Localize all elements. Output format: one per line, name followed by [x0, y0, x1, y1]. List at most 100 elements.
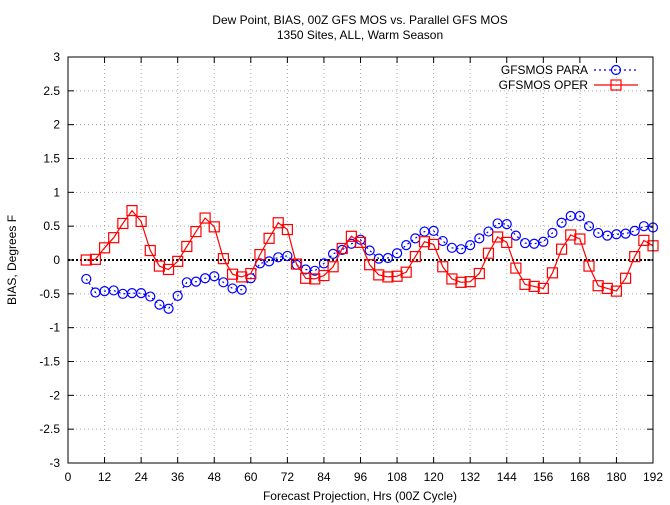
data-point-gfsmos-oper: [126, 205, 138, 217]
data-point-gfsmos-oper: [382, 271, 394, 283]
x-axis-label: Forecast Projection, Hrs (00Z Cycle): [263, 489, 457, 503]
data-point-gfsmos-oper: [162, 263, 175, 276]
data-point-gfsmos-oper: [144, 244, 156, 257]
chart-subtitle: 1350 Sites, ALL, Warm Season: [277, 28, 443, 42]
data-point-gfsmos-para: [492, 218, 503, 229]
data-point-gfsmos-para: [583, 221, 595, 232]
y-tick-label: -2.5: [39, 422, 60, 436]
data-point-gfsmos-oper: [501, 236, 513, 249]
x-tick-labels: 0 12 24 36 48 60 72 84 96 108 120 132 144 156 168 180 19…: [65, 470, 664, 484]
series-group: [80, 205, 659, 314]
data-point-gfsmos-oper: [89, 253, 102, 265]
y-tick-label: -1.5: [39, 355, 60, 369]
plot-frame: [67, 56, 654, 464]
data-point-gfsmos-oper: [555, 243, 568, 255]
data-point-gfsmos-para: [172, 290, 183, 301]
x-tick-label: 96: [354, 470, 368, 484]
data-point-gfsmos-oper: [354, 236, 367, 249]
x-tick-label: 12: [98, 470, 112, 484]
data-point-gfsmos-para: [108, 285, 119, 296]
data-point-gfsmos-oper: [226, 268, 239, 280]
data-point-gfsmos-para: [218, 277, 229, 288]
data-point-gfsmos-para: [136, 288, 147, 299]
data-point-gfsmos-para: [382, 252, 394, 264]
legend: GFSMOS PARA GFSMOS OPER: [499, 63, 638, 92]
data-point-gfsmos-oper: [181, 240, 193, 253]
data-point-gfsmos-oper: [135, 215, 147, 228]
data-point-gfsmos-oper: [455, 276, 467, 288]
data-point-gfsmos-oper: [318, 269, 330, 282]
series-line-gfsmos-oper: [86, 209, 654, 292]
data-point-gfsmos-oper: [217, 253, 229, 265]
data-point-gfsmos-para: [483, 226, 494, 237]
data-point-gfsmos-oper: [409, 251, 421, 263]
data-point-gfsmos-para: [437, 235, 448, 247]
data-point-gfsmos-para: [474, 233, 485, 244]
x-tick-label: 156: [533, 470, 553, 484]
data-point-gfsmos-oper: [281, 223, 293, 236]
data-point-gfsmos-para: [190, 276, 202, 287]
data-point-gfsmos-oper: [80, 254, 92, 266]
data-point-gfsmos-para: [593, 227, 604, 239]
data-point-gfsmos-oper: [208, 221, 220, 233]
data-point-gfsmos-oper: [98, 242, 111, 254]
chart-title: Dew Point, BIAS, 00Z GFS MOS vs. Paralle…: [212, 13, 507, 27]
legend-marker-gfsmos-para: [610, 64, 622, 76]
x-tick-label: 192: [643, 470, 663, 484]
data-point-gfsmos-oper: [373, 269, 385, 281]
y-tick-label: -3: [49, 456, 60, 470]
data-point-gfsmos-oper: [272, 217, 284, 229]
data-point-gfsmos-oper: [236, 271, 248, 283]
y-axis-label: BIAS, Degrees F: [5, 215, 19, 305]
data-point-gfsmos-para: [391, 248, 403, 259]
data-point-gfsmos-oper: [336, 242, 348, 255]
data-point-gfsmos-para: [163, 303, 174, 314]
data-point-gfsmos-oper: [537, 282, 549, 295]
data-point-gfsmos-oper: [153, 260, 166, 272]
data-point-gfsmos-para: [236, 284, 247, 295]
data-point-gfsmos-para: [620, 228, 631, 239]
y-tick-label: -1: [49, 321, 60, 335]
y-tick-label: 1: [53, 185, 60, 199]
data-point-gfsmos-oper: [199, 212, 211, 224]
data-point-gfsmos-para: [556, 217, 567, 228]
data-point-gfsmos-para: [574, 210, 585, 222]
data-point-gfsmos-oper: [574, 233, 586, 245]
x-tick-label: 108: [387, 470, 407, 484]
x-tick-label: 132: [460, 470, 480, 484]
data-point-gfsmos-oper: [172, 255, 184, 267]
data-point-gfsmos-para: [465, 240, 476, 251]
x-tick-label: 84: [317, 470, 331, 484]
x-tick-label: 36: [171, 470, 185, 484]
data-point-gfsmos-oper: [546, 267, 559, 279]
x-tick-label: 24: [134, 470, 148, 484]
data-point-gfsmos-para: [209, 271, 220, 282]
series-gfsmos-oper: [80, 205, 659, 297]
y-tick-label: -2: [49, 388, 60, 402]
data-point-gfsmos-para: [145, 291, 156, 302]
legend-marker-gfsmos-oper: [610, 79, 622, 91]
data-point-gfsmos-para: [364, 245, 375, 256]
data-point-gfsmos-oper: [263, 232, 275, 244]
data-point-gfsmos-oper: [428, 238, 440, 251]
data-point-gfsmos-oper: [446, 273, 458, 285]
data-point-gfsmos-para: [282, 250, 293, 262]
data-point-gfsmos-para: [428, 225, 439, 237]
x-tick-label: 72: [281, 470, 295, 484]
data-point-gfsmos-para: [81, 273, 92, 285]
data-point-gfsmos-para: [455, 244, 467, 255]
data-point-gfsmos-oper: [601, 282, 613, 295]
y-tick-label: 2.5: [43, 84, 60, 98]
data-point-gfsmos-oper: [327, 261, 339, 273]
data-point-gfsmos-oper: [309, 273, 321, 285]
data-point-gfsmos-oper: [391, 270, 403, 282]
data-point-gfsmos-oper: [437, 261, 449, 273]
data-point-gfsmos-para: [263, 256, 275, 267]
data-point-gfsmos-oper: [400, 266, 412, 278]
data-point-gfsmos-para: [410, 233, 421, 244]
y-tick-label: 0: [53, 253, 60, 267]
data-point-gfsmos-oper: [528, 280, 540, 292]
data-point-gfsmos-oper: [482, 247, 495, 259]
x-tick-label: 120: [424, 470, 444, 484]
